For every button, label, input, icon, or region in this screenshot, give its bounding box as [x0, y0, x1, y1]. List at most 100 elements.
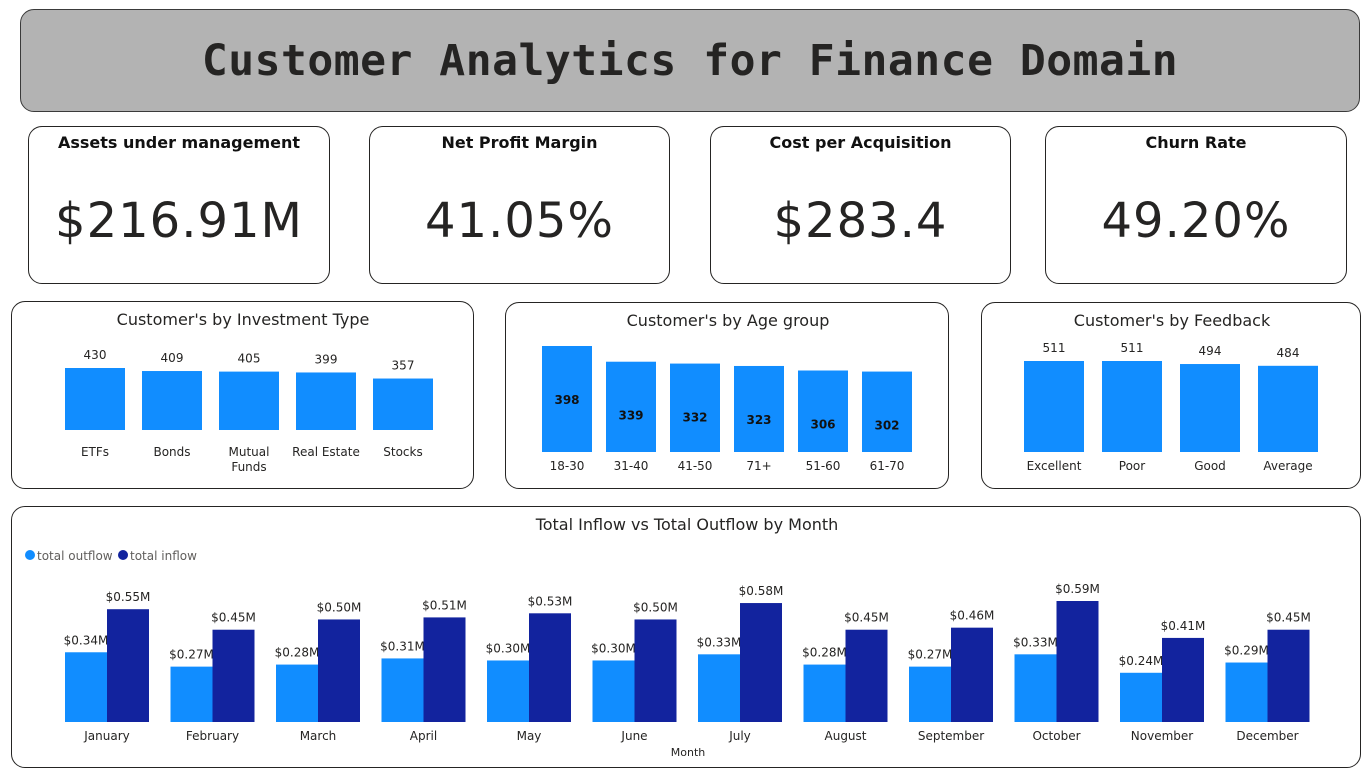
bar-total-inflow-june[interactable] — [634, 619, 677, 722]
data-label: 405 — [238, 352, 261, 366]
bar-18-30[interactable] — [542, 346, 592, 452]
bar-total-inflow-january[interactable] — [107, 609, 149, 722]
bar-total-inflow-november[interactable] — [1162, 637, 1204, 722]
data-label: $0.27M — [908, 648, 953, 662]
bar-total-outflow-june[interactable] — [592, 660, 635, 722]
bar-real-estate[interactable] — [296, 372, 356, 430]
data-label: 494 — [1199, 344, 1222, 358]
data-label: 399 — [315, 352, 338, 366]
bar-total-outflow-october[interactable] — [1014, 654, 1057, 722]
x-tick-label: April — [410, 729, 437, 743]
x-tick-label: September — [918, 729, 984, 743]
bar-total-inflow-september[interactable] — [951, 627, 993, 722]
kpi-card-net-profit-margin[interactable]: Net Profit Margin 41.05% — [369, 126, 670, 284]
kpi-card-churn-rate[interactable]: Churn Rate 49.20% — [1045, 126, 1347, 284]
x-tick-label: 51-60 — [806, 459, 841, 473]
data-label: $0.29M — [1224, 644, 1269, 658]
data-label: $0.50M — [317, 600, 362, 614]
kpi-card-cost-per-acquisition[interactable]: Cost per Acquisition $283.4 — [710, 126, 1011, 284]
x-tick-label: Good — [1194, 459, 1226, 473]
bar-31-40[interactable] — [606, 361, 656, 452]
data-label: $0.59M — [1055, 582, 1100, 596]
investment-type-chart[interactable]: Customer's by Investment Type 430 ETFs 409… — [11, 301, 474, 489]
bar-good[interactable] — [1180, 364, 1240, 452]
bar-total-outflow-july[interactable] — [698, 654, 740, 722]
bar-total-outflow-march[interactable] — [276, 664, 318, 722]
kpi-label: Assets under management — [57, 133, 301, 152]
bar-bonds[interactable] — [142, 371, 202, 430]
data-label: 306 — [810, 418, 835, 432]
kpi-card-assets[interactable]: Assets under management $216.91M — [28, 126, 330, 284]
bar-total-outflow-january[interactable] — [65, 652, 107, 722]
bar-total-inflow-august[interactable] — [845, 629, 888, 722]
bar-total-inflow-december[interactable] — [1267, 629, 1310, 722]
age-group-chart[interactable]: Customer's by Age group 398 18-30 339 31-40… — [505, 302, 949, 489]
feedback-chart[interactable]: Customer's by Feedback 511 Excellent 511 Po… — [981, 302, 1361, 489]
bar-total-outflow-november[interactable] — [1120, 672, 1162, 722]
bar-total-inflow-october[interactable] — [1056, 601, 1099, 722]
x-tick-label: Poor — [1119, 459, 1145, 473]
data-label: $0.51M — [422, 598, 467, 612]
bar-etfs[interactable] — [65, 368, 125, 430]
data-label: $0.55M — [106, 590, 151, 604]
bar-total-outflow-september[interactable] — [909, 666, 951, 722]
data-label: 302 — [874, 419, 899, 433]
kpi-label: Cost per Acquisition — [769, 133, 952, 152]
bar-average[interactable] — [1258, 365, 1318, 452]
chart-title: Customer's by Feedback — [1074, 311, 1271, 330]
bar-excellent[interactable] — [1024, 361, 1084, 452]
data-label: $0.24M — [1119, 654, 1164, 668]
bar-71[interactable] — [734, 365, 784, 452]
kpi-value: $216.91M — [55, 193, 303, 249]
data-label: 409 — [161, 351, 184, 365]
legend-swatch-outflow — [25, 550, 35, 560]
data-label: 484 — [1277, 346, 1300, 360]
data-label: $0.30M — [486, 641, 531, 655]
x-tick-label: June — [620, 729, 647, 743]
bar-61-70[interactable] — [862, 371, 912, 452]
bar-total-inflow-july[interactable] — [740, 603, 782, 722]
x-tick-label: Average — [1263, 459, 1312, 473]
data-label: $0.58M — [739, 584, 784, 598]
data-label: 357 — [392, 359, 415, 373]
inflow-outflow-chart-svg: Total Inflow vs Total Outflow by Month t… — [25, 515, 1311, 759]
legend-label-outflow: total outflow — [37, 549, 113, 563]
age-group-chart-svg: Customer's by Age group 398 18-30 339 31-40… — [542, 311, 912, 473]
bar-mutual-funds[interactable] — [219, 371, 279, 430]
legend-label-inflow: total inflow — [130, 549, 197, 563]
data-label: $0.41M — [1161, 619, 1206, 633]
bar-41-50[interactable] — [670, 363, 720, 452]
bar-total-outflow-december[interactable] — [1225, 662, 1268, 722]
x-tick-label: 61-70 — [870, 459, 905, 473]
x-tick-label: Bonds — [153, 445, 190, 459]
x-axis-title: Month — [671, 746, 706, 759]
x-tick-label: Excellent — [1027, 459, 1082, 473]
data-label: 511 — [1043, 341, 1066, 355]
data-label: 511 — [1121, 341, 1144, 355]
bar-total-outflow-may[interactable] — [487, 660, 529, 722]
data-label: 398 — [554, 393, 579, 407]
bar-total-outflow-april[interactable] — [381, 658, 424, 722]
kpi-value: $283.4 — [773, 193, 948, 249]
bar-total-inflow-may[interactable] — [529, 613, 571, 722]
x-tick-label: February — [186, 729, 239, 743]
bar-total-inflow-february[interactable] — [212, 629, 255, 722]
bar-stocks[interactable] — [373, 378, 433, 430]
legend-swatch-inflow — [118, 550, 128, 560]
bar-total-inflow-april[interactable] — [423, 617, 466, 722]
bar-total-outflow-august[interactable] — [803, 664, 846, 722]
bar-poor[interactable] — [1102, 361, 1162, 452]
data-label: 323 — [746, 413, 771, 427]
data-label: $0.27M — [169, 648, 214, 662]
kpi-value: 49.20% — [1101, 193, 1291, 249]
x-tick-label: May — [517, 729, 542, 743]
x-tick-label: 18-30 — [550, 459, 585, 473]
x-tick-label: 31-40 — [614, 459, 649, 473]
bar-51-60[interactable] — [798, 370, 848, 452]
inflow-outflow-chart[interactable]: Total Inflow vs Total Outflow by Month t… — [11, 506, 1361, 768]
data-label: $0.45M — [844, 611, 889, 625]
x-tick-label: Mutual Funds — [229, 445, 270, 474]
bar-total-inflow-march[interactable] — [318, 619, 360, 722]
chart-legend[interactable]: total outflow total inflow — [25, 549, 197, 563]
bar-total-outflow-february[interactable] — [170, 666, 213, 722]
